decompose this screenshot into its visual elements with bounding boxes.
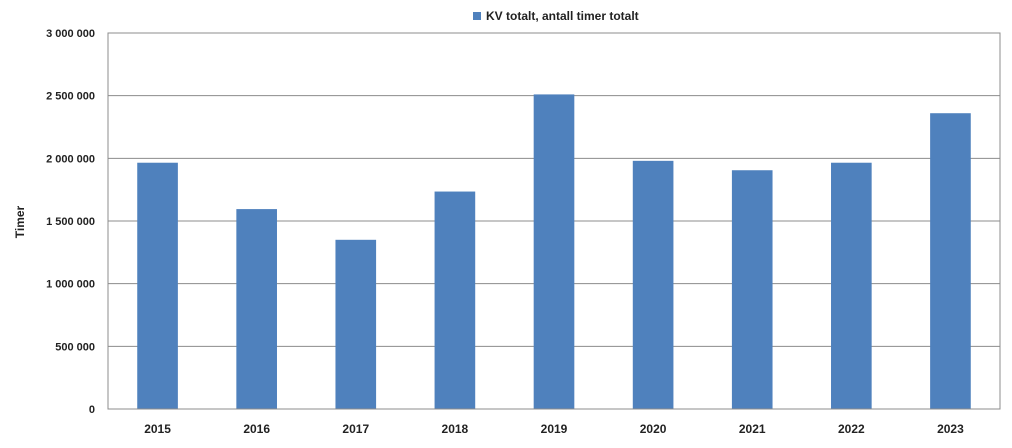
y-tick-label: 1 000 000: [46, 279, 95, 291]
y-tick-label: 500 000: [55, 341, 95, 353]
bar-2023: [930, 113, 971, 410]
y-tick-label: 0: [89, 404, 95, 416]
x-tick-label: 2020: [640, 422, 667, 436]
legend-label: KV totalt, antall timer totalt: [486, 9, 639, 23]
y-tick-label: 1 500 000: [46, 216, 95, 228]
plot-area-border: [107, 32, 1001, 410]
x-tick-label: 2022: [838, 422, 865, 436]
x-tick-label: 2016: [243, 422, 270, 436]
bars: [137, 94, 971, 410]
bar-2019: [533, 94, 575, 409]
bar-2016: [236, 209, 277, 409]
x-tick-label: 2015: [144, 422, 171, 436]
legend-swatch: [473, 12, 481, 20]
y-tick-label: 3 000 000: [46, 28, 95, 40]
x-tick-label: 2019: [541, 422, 568, 436]
y-tick-label: 2 000 000: [46, 153, 95, 165]
bar-2018: [434, 191, 476, 409]
x-tick-label: 2017: [342, 422, 369, 436]
legend: KV totalt, antall timer totalt: [473, 9, 639, 23]
bar-2020: [632, 160, 674, 409]
y-axis-ticks: 0 500 000 1 000 000 1 500 000 2 000 000 2 500…: [46, 28, 95, 416]
x-axis-ticks: 2015 2016 2017 2018 2019 2020 2021 2022 2023: [144, 422, 964, 436]
x-tick-label: 2023: [937, 422, 964, 436]
x-tick-label: 2018: [442, 422, 469, 436]
bar-2022: [831, 162, 872, 409]
x-tick-label: 2021: [739, 422, 766, 436]
y-tick-label: 2 500 000: [46, 91, 95, 103]
bar-2017: [335, 239, 377, 409]
y-axis-title: Timer: [13, 205, 27, 238]
bar-2015: [137, 162, 178, 409]
bar-2021: [731, 170, 773, 409]
